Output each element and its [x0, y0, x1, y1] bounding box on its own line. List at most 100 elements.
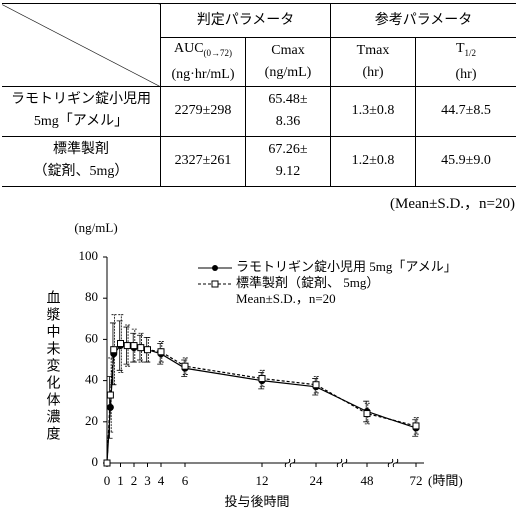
marker — [137, 344, 145, 352]
error-bar — [259, 369, 266, 388]
marker — [103, 459, 111, 467]
x-tick-label: 48 — [361, 473, 374, 488]
error-bar — [131, 328, 138, 363]
y-tick-label: 20 — [85, 413, 98, 428]
marker — [130, 342, 138, 350]
axis-break-gap — [340, 459, 344, 467]
marker — [258, 375, 266, 383]
param-unit: (hr) — [362, 64, 384, 80]
y-axis-label: 血漿中未変化体濃度 — [45, 290, 61, 443]
cell: 2279±298 — [160, 85, 246, 137]
marker — [106, 391, 114, 399]
marker — [117, 340, 124, 348]
y-tick-label: 40 — [85, 372, 98, 387]
marker — [157, 348, 165, 356]
error-bar — [157, 343, 164, 365]
y-tick-label: 80 — [85, 289, 98, 304]
corner-cell — [2, 3, 161, 87]
marker — [106, 403, 114, 411]
x-tick-label: 72 — [410, 473, 423, 488]
table-note: (Mean±S.D.，n=20) — [389, 196, 515, 212]
cell: ラモトリギン錠小児用 5mg「アメル」 — [2, 85, 161, 137]
x-tick-label: 24 — [310, 473, 324, 488]
error-bar — [312, 378, 319, 396]
cell: 45.9±9.0 — [415, 135, 516, 187]
cell: 44.7±8.5 — [415, 85, 516, 137]
error-bar — [182, 357, 189, 375]
legend-label: 標準製剤（錠剤、 5mg） — [236, 275, 379, 290]
error-bar — [111, 314, 118, 386]
legend-label: ラモトリギン錠小児用 5mg「アメル」 — [236, 259, 457, 274]
marker — [137, 344, 145, 352]
group-header: 判定パラメータ — [160, 3, 331, 38]
marker — [363, 410, 371, 418]
axis-break — [289, 458, 296, 468]
error-bar — [116, 320, 123, 371]
marker — [110, 346, 118, 354]
legend-marker — [211, 280, 219, 288]
y-unit-label: (ng/mL) — [74, 220, 117, 235]
marker — [130, 344, 138, 352]
series-line — [106, 344, 417, 464]
marker — [312, 383, 320, 391]
error-bar — [413, 417, 420, 435]
error-bar — [412, 419, 419, 437]
x-tick-label: 0 — [104, 473, 111, 488]
param-unit: (ng·hr/mL) — [171, 66, 235, 82]
marker — [157, 350, 165, 358]
error-bar — [364, 402, 371, 425]
x-unit-label: (時間) — [428, 473, 463, 488]
param-sub: (0→72) — [203, 47, 233, 58]
error-bar — [136, 334, 143, 361]
axis-break — [387, 458, 394, 468]
marker — [117, 342, 124, 350]
marker — [412, 424, 420, 432]
axis-break — [392, 458, 399, 468]
marker — [412, 422, 420, 430]
error-bar — [125, 324, 132, 367]
cell: 65.48± 8.36 — [245, 85, 331, 137]
x-axis-label: 投与後時間 — [224, 494, 289, 509]
error-bar — [258, 371, 265, 390]
y-tick-label: 100 — [79, 248, 99, 263]
param-header: Tmax (hr) — [330, 37, 416, 87]
error-bar — [108, 357, 115, 433]
cell: 1.3±0.8 — [330, 85, 416, 137]
param-unit: (hr) — [455, 66, 477, 82]
marker — [144, 346, 151, 354]
error-bar — [363, 400, 370, 423]
error-bar — [143, 336, 150, 363]
error-bar — [158, 341, 165, 363]
error-bar — [123, 326, 130, 365]
x-tick-label: 12 — [256, 473, 269, 488]
error-bar — [138, 332, 145, 363]
cell: 1.2±0.8 — [330, 135, 416, 187]
marker — [312, 381, 320, 389]
param-label: AUC — [173, 41, 204, 56]
marker — [123, 342, 131, 350]
x-tick-label: 6 — [182, 473, 189, 488]
series-line — [106, 342, 417, 464]
param-header: T1/2 (hr) — [415, 37, 516, 87]
marker — [258, 377, 266, 385]
param-sub: 1/2 — [464, 47, 477, 58]
legend-marker — [212, 265, 218, 271]
pk-table: 判定パラメータ 参考パラメータ AUC(0→72) (ng·hr/mL) Cmax… — [2, 3, 516, 187]
cell: 2327±261 — [160, 135, 246, 187]
param-label: Cmax — [271, 42, 305, 58]
param-label: Tmax — [356, 42, 390, 58]
param-unit: (ng/mL) — [264, 64, 312, 80]
x-tick-label: 3 — [144, 473, 151, 488]
marker — [363, 408, 371, 415]
param-header: Cmax (ng/mL) — [245, 37, 331, 87]
cell: 67.26± 9.12 — [245, 135, 331, 187]
x-tick-label: 2 — [131, 473, 138, 488]
x-tick-label: 4 — [158, 473, 165, 488]
marker — [181, 362, 189, 370]
axis-break-gap — [391, 459, 395, 467]
param-header: AUC(0→72) (ng·hr/mL) — [160, 37, 246, 87]
error-bar — [118, 314, 125, 373]
cell: 標準製剤 （錠剤、5mg） — [2, 135, 161, 187]
marker — [144, 346, 151, 354]
